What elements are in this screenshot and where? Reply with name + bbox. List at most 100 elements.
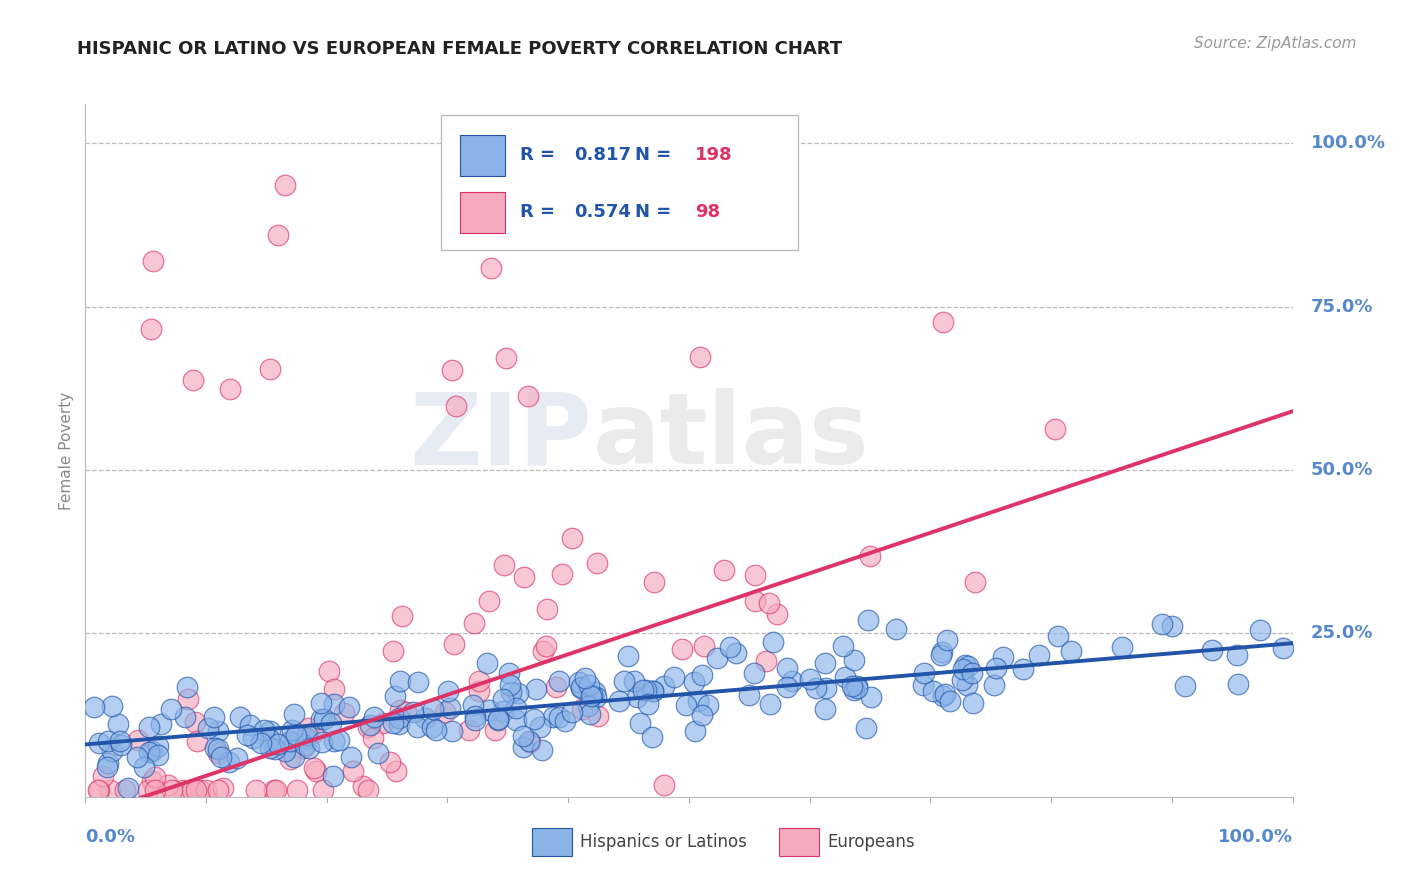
Text: R =: R = bbox=[520, 146, 561, 164]
Point bbox=[652, 777, 675, 791]
Point bbox=[1111, 640, 1133, 655]
Point bbox=[183, 715, 205, 730]
Point bbox=[207, 746, 229, 760]
Point bbox=[388, 711, 411, 725]
Point bbox=[322, 733, 344, 747]
Point bbox=[842, 653, 865, 667]
Text: HISPANIC OR LATINO VS EUROPEAN FEMALE POVERTY CORRELATION CHART: HISPANIC OR LATINO VS EUROPEAN FEMALE PO… bbox=[77, 40, 842, 58]
Point bbox=[561, 706, 583, 720]
Point bbox=[311, 697, 333, 711]
Point bbox=[141, 744, 163, 758]
Point bbox=[443, 637, 465, 651]
Point bbox=[437, 683, 460, 698]
Point bbox=[1028, 648, 1050, 662]
Point bbox=[245, 783, 267, 797]
Point bbox=[337, 700, 360, 714]
Point bbox=[357, 720, 380, 734]
Point bbox=[683, 675, 706, 690]
Text: N =: N = bbox=[634, 203, 678, 221]
Point bbox=[955, 657, 977, 672]
Point bbox=[579, 689, 602, 703]
Point bbox=[505, 700, 527, 714]
Point bbox=[512, 729, 534, 743]
FancyBboxPatch shape bbox=[779, 828, 820, 855]
Point bbox=[1150, 617, 1173, 632]
Point bbox=[759, 697, 782, 711]
Point bbox=[530, 743, 553, 757]
Point bbox=[367, 746, 389, 760]
Point bbox=[125, 749, 148, 764]
Point bbox=[194, 783, 217, 797]
Point bbox=[143, 770, 166, 784]
Point bbox=[755, 654, 778, 668]
Point bbox=[160, 701, 183, 715]
Point bbox=[333, 706, 356, 721]
Point bbox=[845, 679, 868, 693]
Point bbox=[207, 783, 229, 797]
Point bbox=[578, 678, 600, 692]
Point bbox=[675, 698, 697, 713]
Point bbox=[780, 674, 803, 689]
Point bbox=[384, 689, 406, 703]
Point bbox=[301, 725, 323, 739]
Point bbox=[291, 740, 314, 755]
Point bbox=[114, 783, 136, 797]
Point bbox=[932, 690, 955, 704]
Point bbox=[499, 684, 522, 698]
Point bbox=[238, 718, 260, 732]
Point bbox=[108, 734, 131, 748]
Point bbox=[371, 716, 394, 731]
Text: R =: R = bbox=[520, 203, 561, 221]
Point bbox=[662, 670, 685, 684]
Point bbox=[322, 697, 344, 711]
Point bbox=[318, 664, 340, 678]
Point bbox=[388, 717, 411, 731]
Point bbox=[765, 607, 787, 622]
Text: Europeans: Europeans bbox=[828, 833, 915, 851]
Point bbox=[467, 684, 489, 698]
Point bbox=[519, 735, 541, 749]
Point bbox=[543, 710, 565, 724]
Point bbox=[101, 699, 124, 714]
Point bbox=[962, 696, 984, 710]
Point bbox=[204, 741, 226, 756]
Point bbox=[197, 721, 219, 735]
Point bbox=[381, 715, 404, 730]
Point bbox=[921, 683, 943, 698]
Point bbox=[278, 735, 301, 749]
Point bbox=[692, 708, 714, 723]
Point bbox=[156, 778, 179, 792]
Point bbox=[267, 227, 290, 242]
Point bbox=[911, 678, 934, 692]
Point bbox=[1249, 623, 1271, 637]
Point bbox=[391, 609, 413, 624]
Point bbox=[841, 680, 863, 694]
Point bbox=[492, 692, 515, 706]
Point bbox=[725, 646, 748, 660]
Point bbox=[252, 723, 274, 737]
Point bbox=[859, 549, 882, 563]
Point bbox=[259, 741, 281, 756]
Point bbox=[628, 716, 651, 731]
Point bbox=[207, 723, 229, 738]
Point bbox=[433, 706, 456, 720]
Point bbox=[758, 596, 780, 610]
Point bbox=[965, 575, 987, 590]
Text: 25.0%: 25.0% bbox=[1310, 624, 1374, 642]
Point bbox=[984, 661, 1007, 675]
Point bbox=[499, 678, 522, 692]
Point bbox=[207, 741, 229, 756]
Point bbox=[388, 674, 411, 689]
Point bbox=[422, 701, 444, 715]
Text: 50.0%: 50.0% bbox=[1310, 461, 1374, 479]
Point bbox=[250, 736, 273, 750]
Point bbox=[101, 744, 124, 758]
Point bbox=[634, 682, 657, 697]
Point bbox=[806, 681, 828, 695]
Point bbox=[1226, 676, 1249, 690]
Point bbox=[1174, 679, 1197, 693]
Point bbox=[440, 723, 463, 738]
Point bbox=[568, 674, 591, 689]
Point bbox=[328, 732, 350, 747]
Point bbox=[107, 717, 129, 731]
